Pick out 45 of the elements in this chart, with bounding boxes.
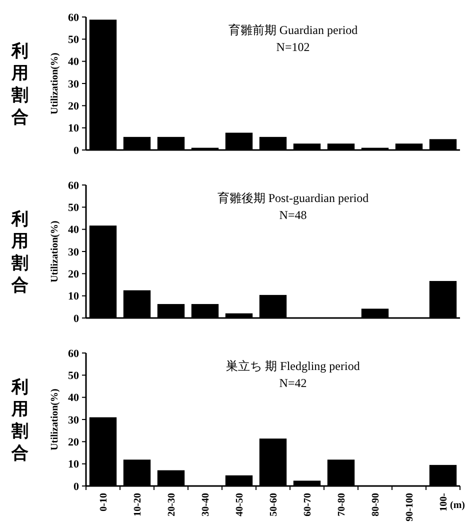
y-tick-label: 20 [68, 268, 80, 281]
x-tick-label: 20-30 [166, 493, 178, 516]
y-tick-label: 40 [68, 392, 80, 404]
text: 育雛前期 Guardian period [228, 23, 358, 37]
x-tick-label: 40-50 [234, 493, 246, 516]
y-tick-label: 0 [74, 312, 80, 325]
text: 巣立ち 期 Fledgling period [226, 359, 360, 373]
x-tick-label: 50-60 [268, 493, 280, 516]
y-tick-label: 30 [68, 246, 80, 258]
y-axis-title: Utilization(%) [50, 388, 60, 450]
y-tick-label: 60 [68, 180, 80, 192]
x-tick-label: 80-90 [370, 493, 382, 516]
y-tick-label: 60 [68, 348, 80, 360]
x-tick-label: 100- [438, 493, 450, 512]
x-tick-label: 0-10 [98, 493, 110, 512]
y-tick-label: 30 [68, 414, 80, 426]
x-tick-label: 60-70 [302, 493, 314, 516]
text: 育雛後期 Post-guardian period [217, 191, 369, 205]
y-tick-label: 40 [68, 224, 80, 236]
y-tick-label: 50 [68, 202, 80, 214]
y-axis-title: Utilization(%) [50, 52, 60, 114]
text: N=102 [276, 40, 310, 54]
y-axis-title: Utilization(%) [50, 220, 60, 282]
y-tick-label: 30 [68, 78, 80, 90]
y-tick-label: 10 [68, 458, 80, 471]
x-tick-label: 90-100 [404, 493, 416, 522]
y-tick-label: 50 [68, 34, 80, 46]
x-axis-title: (m) [450, 500, 465, 511]
y-tick-label: 0 [74, 144, 80, 157]
x-tick-label: 70-80 [336, 493, 348, 516]
y-tick-label: 20 [68, 436, 80, 449]
y-tick-label: 10 [68, 290, 80, 303]
y-tick-label: 40 [68, 56, 80, 68]
y-tick-label: 20 [68, 100, 80, 113]
x-tick-label: 30-40 [200, 493, 212, 516]
text: N=42 [279, 376, 307, 390]
y-tick-label: 60 [68, 12, 80, 24]
y-tick-label: 50 [68, 370, 80, 382]
x-tick-label: 10-20 [132, 493, 144, 516]
text: 利用割合 [10, 378, 28, 464]
y-tick-label: 10 [68, 122, 80, 135]
text: 利用割合 [10, 42, 28, 128]
text: 利用割合 [10, 210, 28, 296]
text: N=48 [279, 208, 307, 222]
y-tick-label: 0 [74, 480, 80, 493]
